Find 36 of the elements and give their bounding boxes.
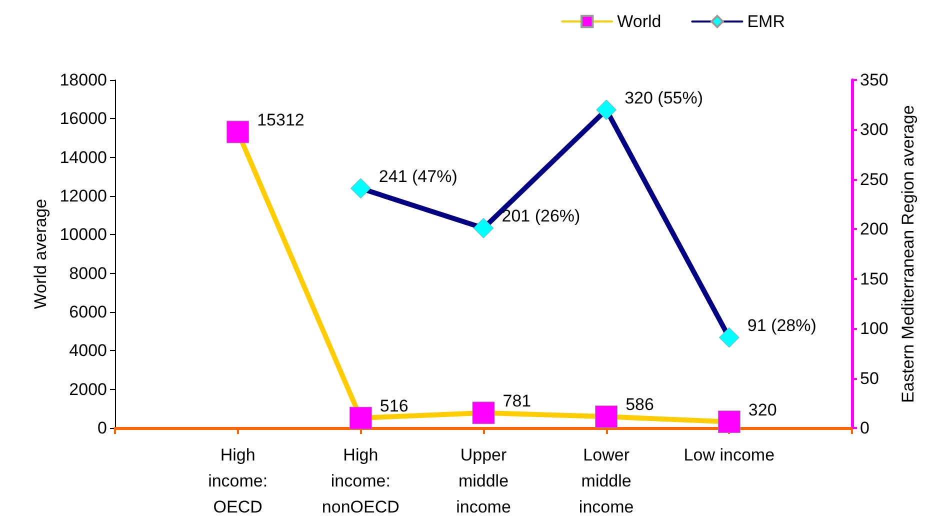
data-label: 91 (28%): [747, 316, 816, 336]
data-label: 241 (47%): [378, 166, 458, 186]
y-tick-label: 6000: [69, 302, 107, 322]
x-tick-label: High income: nonOECD: [322, 446, 400, 516]
y-tick-label: 8000: [69, 264, 107, 283]
y-tick-label: 10000: [60, 225, 107, 244]
y2-tick-label: 200: [860, 220, 888, 239]
y2-tick-label: 350: [860, 70, 888, 90]
x-tick-label: Upper middle income: [456, 446, 511, 516]
y2-axis-title: Eastern Mediterranean Region average: [898, 105, 918, 403]
y-tick-label: 14000: [60, 148, 107, 167]
data-label: 320 (55%): [624, 88, 704, 108]
legend-label: EMR: [747, 12, 786, 31]
data-label: 201 (26%): [502, 206, 580, 226]
data-label: 781: [502, 391, 532, 410]
y-tick-label: 4000: [69, 341, 107, 360]
data-label: 516: [380, 396, 408, 416]
data-label: 320: [748, 400, 777, 420]
data-label: 15312: [257, 110, 304, 130]
y2-tick-label: 250: [860, 170, 888, 189]
y2-tick-label: 50: [860, 368, 879, 388]
y-axis-title: World average: [30, 198, 50, 310]
x-tick-label: Low income: [684, 446, 775, 464]
data-label: 586: [626, 395, 654, 414]
y-tick-label: 16000: [60, 109, 107, 128]
y2-tick-label: 150: [860, 269, 888, 288]
y2-tick-label: 0: [860, 418, 870, 438]
x-tick-label: Lower middle income: [578, 446, 634, 516]
y-tick-label: 12000: [60, 186, 107, 206]
legend-label: World: [617, 12, 662, 31]
y2-tick-label: 100: [860, 319, 888, 338]
y2-tick-label: 300: [860, 120, 888, 140]
x-tick-label: High income: OECD: [208, 446, 268, 516]
y-tick-label: 2000: [69, 380, 107, 399]
y-tick-label: 18000: [60, 70, 107, 90]
y-tick-label: 0: [98, 418, 107, 438]
